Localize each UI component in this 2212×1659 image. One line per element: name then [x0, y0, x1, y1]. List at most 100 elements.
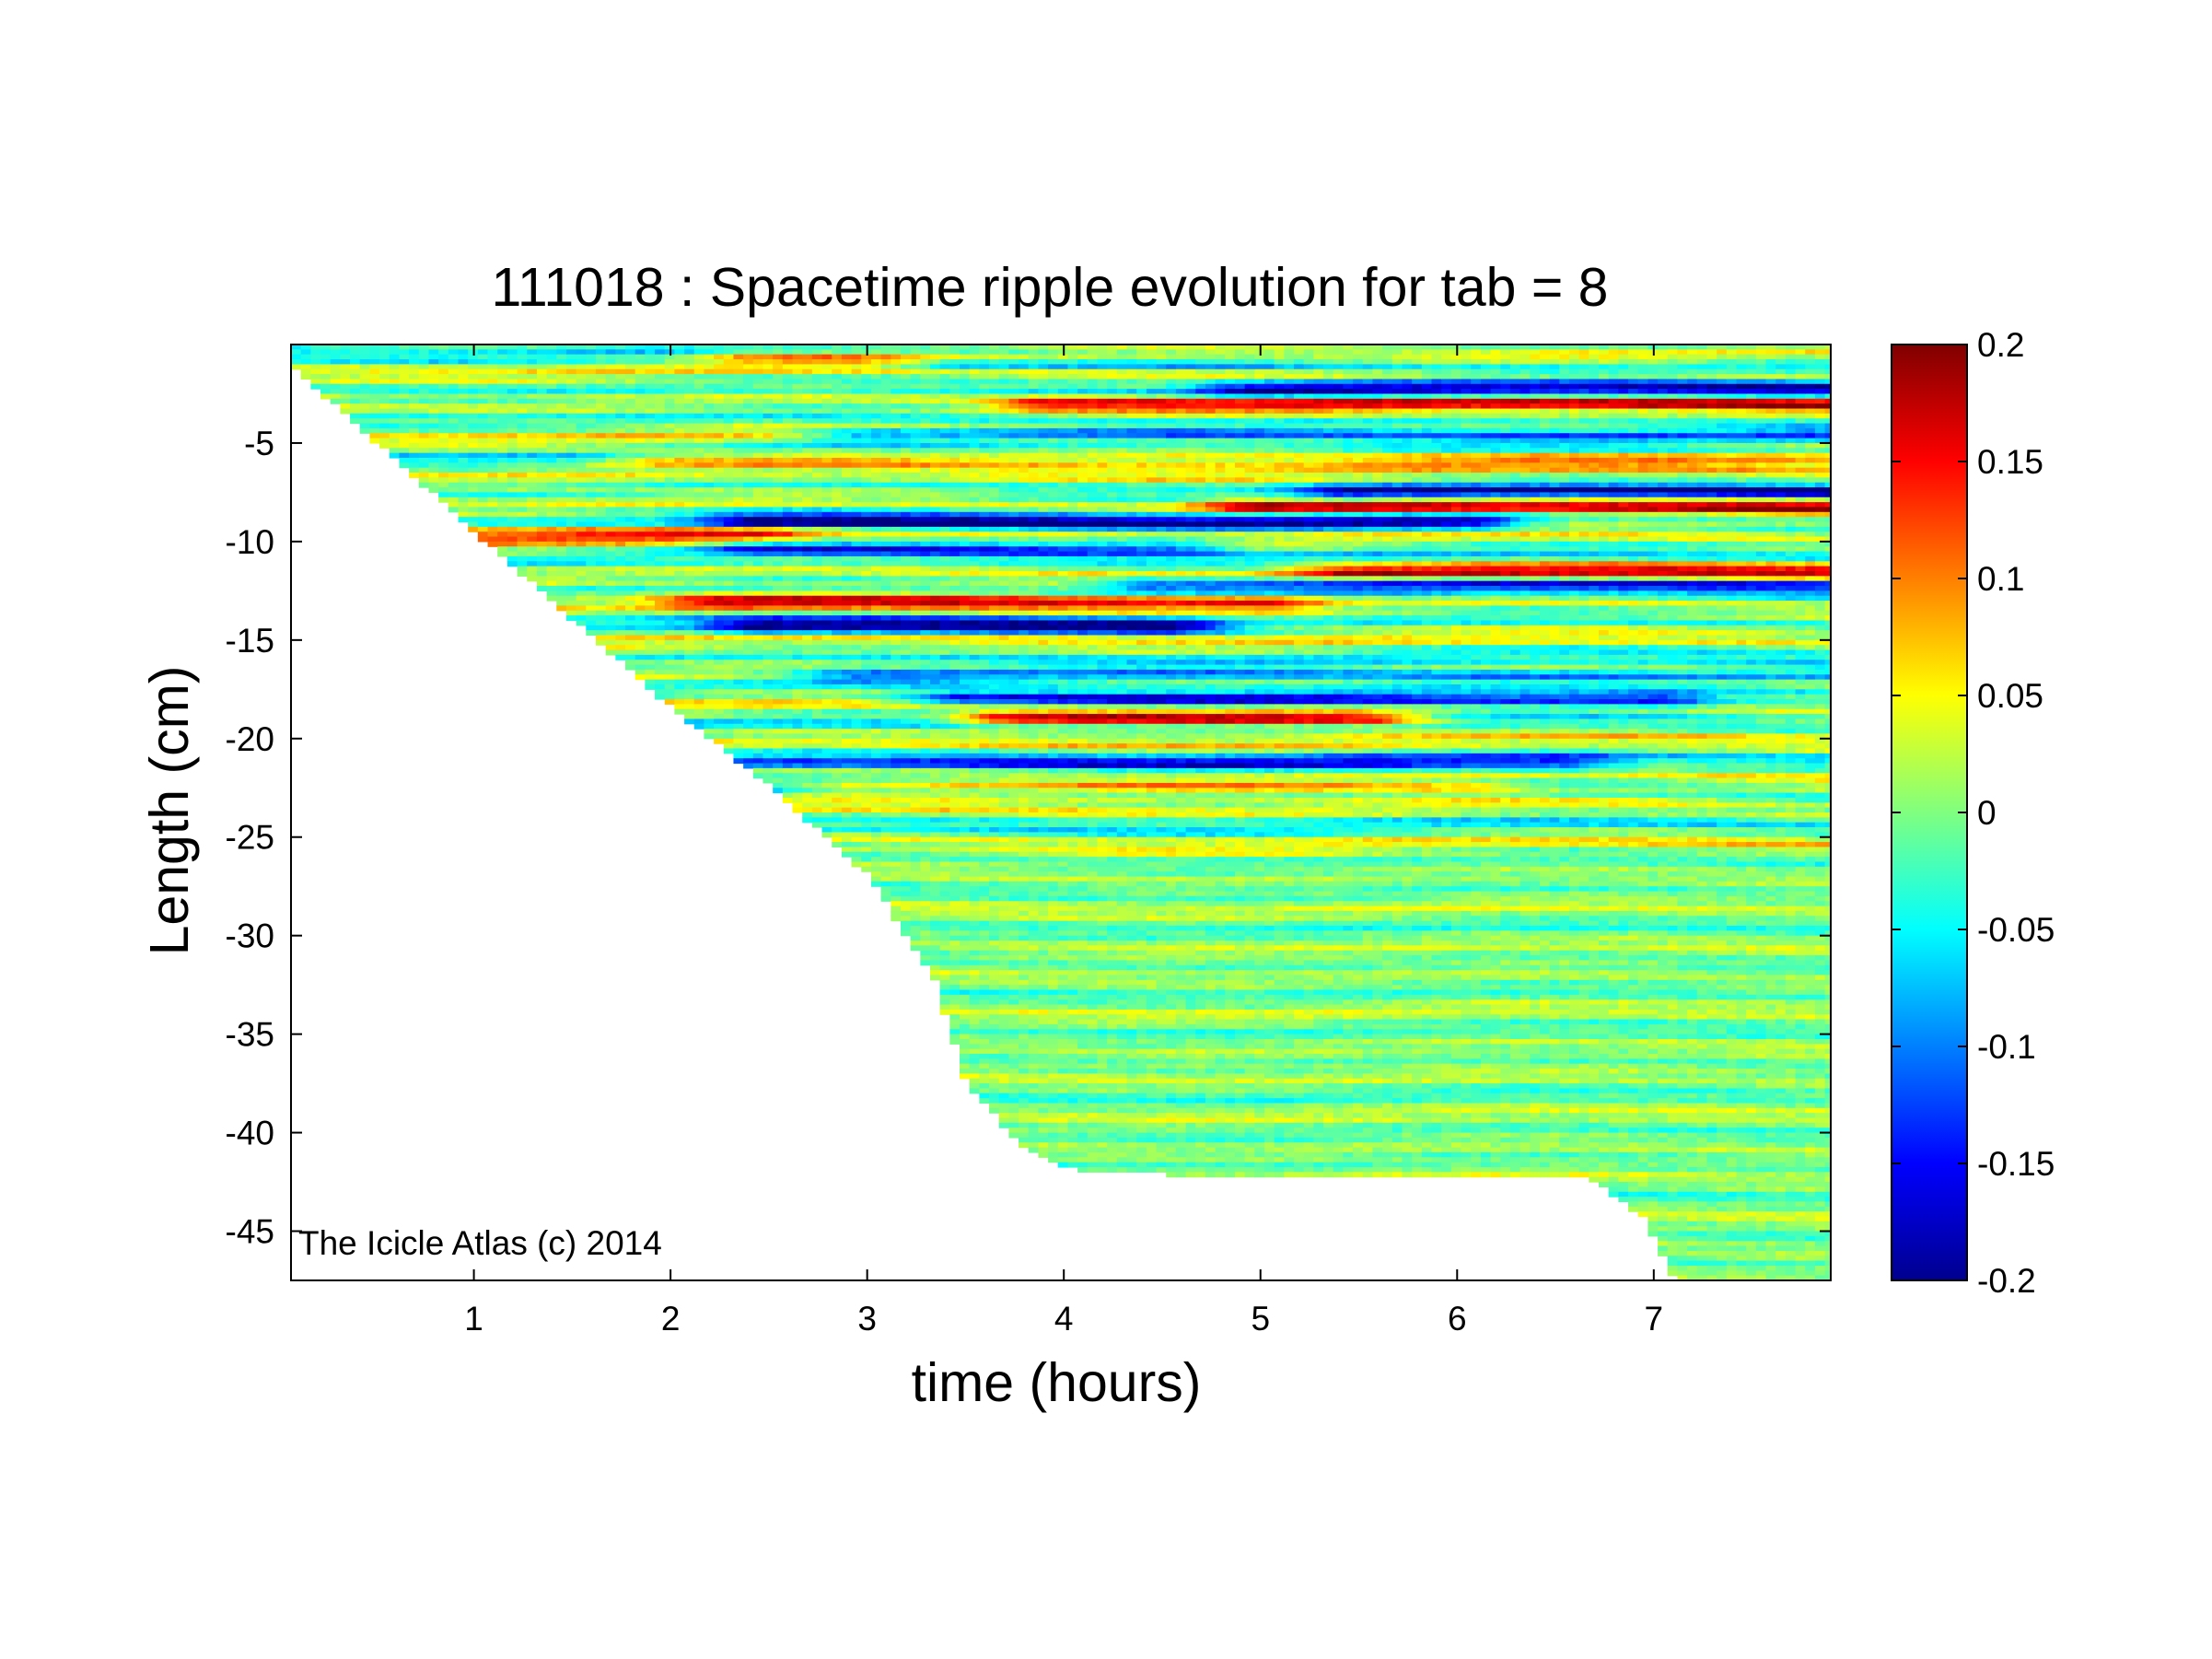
- heatmap-cell: [979, 758, 989, 764]
- heatmap-cell: [822, 625, 832, 631]
- heatmap-cell: [891, 867, 901, 872]
- heatmap-cell: [518, 428, 528, 434]
- heatmap-cell: [920, 842, 930, 847]
- heatmap-cell: [459, 453, 469, 459]
- heatmap-cell: [842, 827, 852, 833]
- heatmap-cell: [891, 458, 901, 463]
- heatmap-cell: [979, 640, 989, 646]
- heatmap-cell: [606, 527, 616, 532]
- heatmap-cell: [812, 532, 822, 537]
- heatmap-cell: [596, 384, 606, 390]
- heatmap-cell: [949, 393, 960, 399]
- heatmap-cell: [684, 625, 694, 631]
- heatmap-cell: [970, 936, 980, 941]
- heatmap-cell: [989, 542, 999, 547]
- heatmap-cell: [979, 729, 989, 734]
- heatmap-cell: [881, 758, 891, 764]
- heatmap-cell: [684, 414, 694, 419]
- heatmap-cell: [518, 492, 528, 497]
- heatmap-cell: [694, 695, 704, 700]
- heatmap-cell: [852, 507, 862, 512]
- heatmap-cell: [891, 758, 901, 764]
- heatmap-cell: [488, 473, 498, 478]
- heatmap-cell: [949, 502, 960, 508]
- heatmap-cell: [478, 502, 488, 508]
- heatmap-cell: [606, 448, 616, 453]
- heatmap-cell: [704, 458, 714, 463]
- heatmap-cell: [802, 650, 812, 656]
- heatmap-cell: [911, 695, 921, 700]
- heatmap-cell: [537, 468, 547, 473]
- heatmap-cell: [920, 798, 930, 803]
- heatmap-cell: [930, 852, 940, 858]
- heatmap-cell: [773, 783, 783, 789]
- heatmap-cell: [459, 389, 469, 394]
- heatmap-cell: [901, 601, 911, 606]
- heatmap-cell: [606, 483, 616, 488]
- heatmap-cell: [911, 714, 921, 719]
- heatmap-cell: [822, 483, 832, 488]
- heatmap-cell: [960, 798, 970, 803]
- heatmap-cell: [832, 842, 842, 847]
- heatmap-cell: [645, 393, 655, 399]
- heatmap-cell: [861, 532, 871, 537]
- heatmap-cell: [930, 625, 940, 631]
- heatmap-cell: [428, 483, 438, 488]
- heatmap-cell: [871, 788, 881, 793]
- heatmap-cell: [920, 650, 930, 656]
- heatmap-cell: [586, 542, 596, 547]
- heatmap-cell: [743, 552, 753, 557]
- heatmap-cell: [881, 546, 891, 552]
- heatmap-cell: [812, 812, 822, 818]
- heatmap-cell: [901, 714, 911, 719]
- heatmap-cell: [970, 458, 980, 463]
- heatmap-cell: [911, 748, 921, 754]
- heatmap-cell: [537, 448, 547, 453]
- heatmap-cell: [428, 462, 438, 468]
- heatmap-cell: [949, 886, 960, 892]
- heatmap-cell: [714, 384, 724, 390]
- heatmap-cell: [960, 999, 970, 1005]
- heatmap-cell: [822, 374, 832, 380]
- heatmap-cell: [468, 448, 478, 453]
- heatmap-cell: [714, 689, 724, 695]
- heatmap-cell: [733, 748, 743, 754]
- heatmap-cell: [891, 497, 901, 503]
- heatmap-cell: [665, 487, 675, 493]
- heatmap-cell: [674, 522, 684, 528]
- heatmap-cell: [606, 640, 616, 646]
- heatmap-cell: [527, 473, 537, 478]
- heatmap-cell: [920, 502, 930, 508]
- heatmap-cell: [930, 793, 940, 799]
- heatmap-cell: [861, 409, 871, 415]
- heatmap-cell: [930, 951, 940, 956]
- heatmap-cell: [970, 507, 980, 512]
- heatmap-cell: [783, 571, 793, 577]
- heatmap-cell: [842, 773, 852, 778]
- heatmap-cell: [635, 532, 646, 537]
- heatmap-cell: [674, 650, 684, 656]
- heatmap-cell: [733, 699, 743, 705]
- heatmap-cell: [566, 384, 576, 390]
- heatmap-cell: [694, 424, 704, 429]
- heatmap-cell: [507, 537, 518, 543]
- heatmap-cell: [527, 448, 537, 453]
- heatmap-cell: [714, 729, 724, 734]
- heatmap-cell: [783, 768, 793, 774]
- heatmap-cell: [665, 389, 675, 394]
- heatmap-cell: [763, 468, 773, 473]
- heatmap-cell: [537, 443, 547, 449]
- heatmap-cell: [979, 576, 989, 581]
- heatmap-cell: [861, 812, 871, 818]
- heatmap-cell: [852, 827, 862, 833]
- heatmap-cell: [763, 729, 773, 734]
- heatmap-cell: [930, 861, 940, 867]
- heatmap-cell: [763, 754, 773, 759]
- heatmap-cell: [596, 428, 606, 434]
- heatmap-cell: [468, 473, 478, 478]
- heatmap-cell: [911, 896, 921, 902]
- heatmap-cell: [645, 374, 655, 380]
- heatmap-cell: [911, 355, 921, 360]
- heatmap-cell: [704, 561, 714, 567]
- heatmap-cell: [763, 773, 773, 778]
